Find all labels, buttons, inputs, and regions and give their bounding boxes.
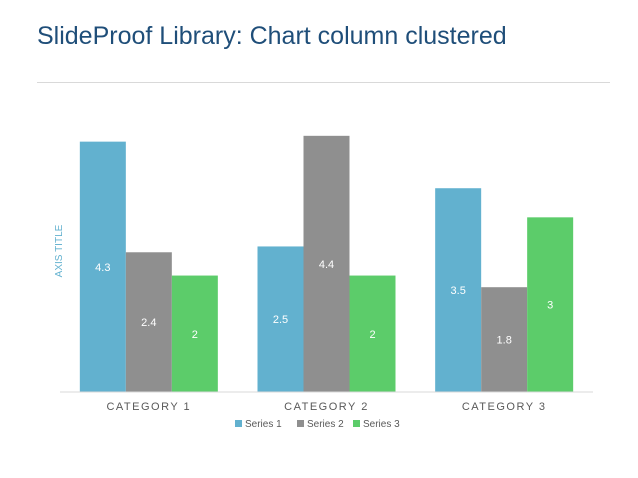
bar-series-3-cat3 — [527, 217, 574, 392]
y-axis-title: AXIS TITLE — [54, 224, 65, 277]
bar-series-2-cat1 — [125, 252, 172, 392]
bar-series-1-cat3 — [435, 188, 482, 392]
data-label: 4.4 — [319, 259, 334, 271]
bar-series-1-cat2 — [257, 246, 304, 392]
legend-swatch-3 — [353, 420, 360, 427]
x-tick-label: CATEGORY 3 — [462, 401, 547, 413]
bar-series-1-cat1 — [79, 141, 126, 392]
bar-series-3-cat2 — [349, 275, 396, 392]
data-label: 2 — [192, 329, 198, 341]
data-label: 2.4 — [141, 317, 156, 329]
slide-title: SlideProof Library: Chart column cluster… — [37, 22, 507, 50]
legend-label-3: Series 3 — [363, 419, 400, 430]
data-label: 2.5 — [273, 314, 288, 326]
title-divider — [37, 82, 610, 83]
bar-series-2-cat3 — [481, 287, 528, 392]
x-tick-label: CATEGORY 1 — [106, 401, 191, 413]
data-label: 1.8 — [497, 335, 512, 347]
legend-swatch-2 — [297, 420, 304, 427]
bar-series-2-cat2 — [303, 135, 350, 393]
legend-swatch-1 — [235, 420, 242, 427]
data-label: 4.3 — [95, 262, 110, 274]
data-label: 2 — [369, 329, 375, 341]
bar-series-3-cat1 — [171, 275, 218, 392]
data-label: 3.5 — [451, 285, 466, 297]
data-label: 3 — [547, 300, 553, 312]
x-tick-label: CATEGORY 2 — [284, 401, 369, 413]
legend-label-1: Series 1 — [245, 419, 282, 430]
legend-label-2: Series 2 — [307, 419, 344, 430]
